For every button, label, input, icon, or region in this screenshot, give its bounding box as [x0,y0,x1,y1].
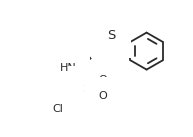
Text: S: S [107,29,115,42]
Text: Cl: Cl [52,104,63,114]
Text: O: O [99,75,108,85]
Text: S: S [84,82,92,95]
Text: O: O [99,91,108,101]
Text: HN: HN [60,63,77,73]
